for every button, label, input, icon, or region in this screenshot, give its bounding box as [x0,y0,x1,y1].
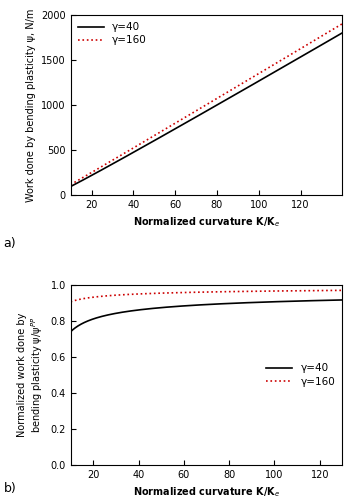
Text: b): b) [4,482,16,495]
Y-axis label: Work done by bending plasticity ψ, N/m: Work done by bending plasticity ψ, N/m [25,8,36,202]
X-axis label: Normalized curvature K/K$_e$: Normalized curvature K/K$_e$ [133,216,280,229]
Y-axis label: Normalized work done by
bending plasticity ψ/ψ$^{PP}$: Normalized work done by bending plastici… [17,313,45,437]
X-axis label: Normalized curvature K/K$_e$: Normalized curvature K/K$_e$ [133,486,280,499]
Legend: γ=40, γ=160: γ=40, γ=160 [76,20,149,48]
Text: a): a) [4,237,16,250]
Legend: γ=40, γ=160: γ=40, γ=160 [264,362,337,388]
